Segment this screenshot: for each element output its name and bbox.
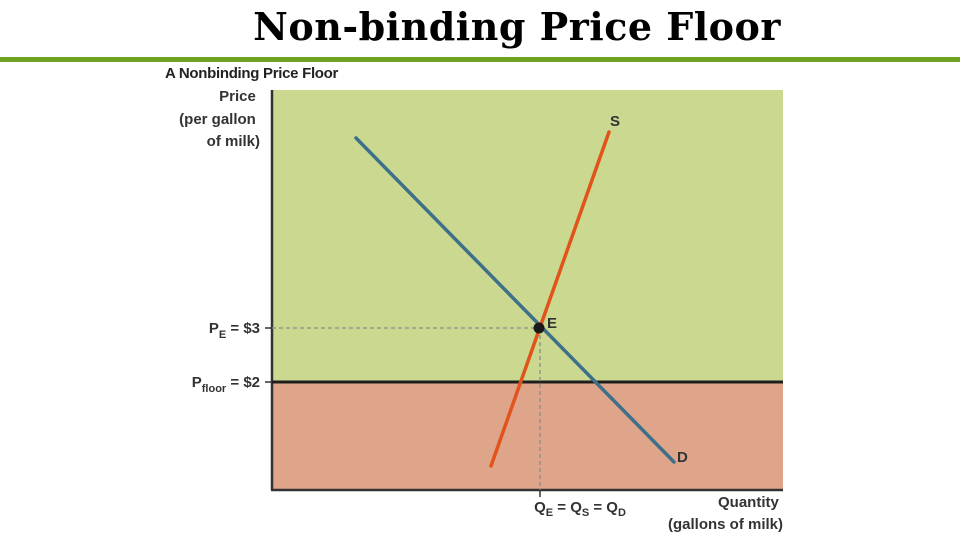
title-rule — [0, 57, 960, 62]
y-axis-label: Price (per gallon of milk) — [179, 88, 260, 150]
y-axis-label-line-3: of milk) — [207, 133, 260, 150]
price-floor-label: Pfloor = $2 — [192, 374, 260, 395]
y-axis-label-line-1: Price — [219, 88, 256, 105]
x-axis-label-line-2: (gallons of milk) — [668, 516, 783, 533]
y-axis-label-line-2: (per gallon — [179, 111, 256, 128]
equilibrium-point — [533, 322, 545, 334]
x-axis-label: Quantity (gallons of milk) — [668, 494, 783, 533]
slide-title: Non-binding Price Floor — [253, 4, 781, 49]
x-axis-label-line-1: Quantity — [718, 494, 779, 511]
figure-title: A Nonbinding Price Floor — [165, 65, 339, 82]
demand-curve — [354, 136, 676, 464]
region-above-floor — [272, 90, 783, 382]
supply-curve-label: S — [610, 113, 620, 130]
region-below-floor — [272, 382, 783, 490]
supply-curve — [489, 130, 611, 468]
equilibrium-point-label: E — [547, 315, 557, 332]
equilibrium-quantity-label: QE = QS = QD — [534, 499, 626, 519]
equilibrium-price-label: PE = $3 — [209, 320, 260, 341]
demand-curve-label: D — [677, 449, 688, 466]
